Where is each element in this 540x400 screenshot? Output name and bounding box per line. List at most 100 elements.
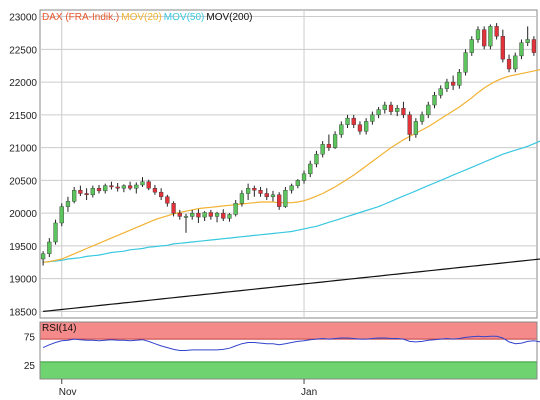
candle-up: [245, 188, 251, 194]
candle-up: [72, 190, 77, 202]
price-y-tick-label: 19000: [9, 275, 37, 286]
candle-down: [146, 181, 151, 189]
price-y-tick-label: 20500: [9, 176, 37, 187]
rsi-y-tick-label: 75: [24, 332, 36, 343]
candle-down: [401, 108, 406, 116]
candle-up: [419, 114, 425, 122]
candle-down: [506, 58, 512, 70]
price-y-tick-label: 22000: [9, 78, 37, 89]
candle-down: [159, 191, 164, 197]
candle-up: [121, 185, 126, 189]
candle-down: [196, 212, 201, 218]
candle-down: [407, 114, 412, 135]
candle-down: [177, 212, 182, 217]
price-plot-frame: [39, 9, 538, 319]
candle-down: [482, 29, 487, 47]
candle-up: [370, 114, 375, 122]
candle-up: [395, 108, 400, 112]
candle-down: [165, 196, 170, 204]
candle-down: [494, 26, 499, 37]
price-y-tick-label: 21000: [9, 144, 37, 155]
candle-up: [183, 216, 189, 218]
candle-down: [500, 36, 505, 60]
candle-up: [53, 222, 58, 243]
candle-up: [289, 185, 294, 191]
candle-up: [339, 124, 344, 135]
candle-up: [413, 121, 418, 135]
legend-entry: MOV(20): [121, 12, 162, 23]
candle-up: [270, 194, 276, 197]
candle-down: [127, 185, 133, 189]
candle-up: [227, 214, 232, 219]
price-y-tick-label: 19500: [9, 242, 37, 253]
rsi-overbought-band: [40, 322, 537, 340]
candle-up: [140, 181, 145, 186]
candle-up: [40, 253, 46, 260]
candle-up: [308, 163, 313, 175]
candle-up: [47, 241, 52, 254]
candle-down: [78, 190, 83, 194]
candle-down: [208, 212, 213, 217]
mov200-line: [43, 258, 540, 312]
legend-entry: DAX (FRA-Indik.): [42, 12, 119, 23]
candle-up: [233, 203, 238, 215]
candle-down: [109, 185, 114, 188]
candle-up: [65, 201, 71, 207]
candle-up: [426, 104, 431, 116]
candle-up: [513, 55, 518, 70]
candle-up: [444, 81, 450, 89]
candle-up: [239, 193, 245, 204]
candle-up: [103, 185, 108, 192]
legend-entry: MOV(200): [206, 12, 252, 23]
candle-up: [488, 26, 493, 47]
mov50-line: [43, 140, 540, 263]
candle-up: [469, 39, 474, 53]
candle-up: [301, 173, 307, 181]
candle-down: [84, 193, 89, 196]
candle-up: [214, 212, 220, 217]
candle-up: [134, 184, 139, 189]
rsi-oversold-band: [40, 361, 537, 379]
price-y-tick-label: 18500: [9, 307, 37, 318]
candle-up: [283, 190, 288, 207]
candle-down: [258, 190, 263, 194]
candle-up: [90, 188, 95, 196]
candle-up: [190, 212, 195, 217]
price-y-tick-label: 22500: [9, 45, 37, 56]
rsi-y-tick-label: 25: [24, 361, 36, 372]
candle-down: [221, 212, 226, 219]
candle-up: [332, 134, 338, 148]
candle-up: [438, 88, 443, 96]
x-tick-label: Nov: [59, 387, 77, 398]
candle-down: [264, 193, 269, 197]
candle-up: [345, 117, 350, 125]
candle-down: [531, 39, 537, 53]
candle-up: [475, 29, 481, 40]
candle-down: [252, 188, 257, 191]
candle-up: [202, 212, 207, 218]
price-y-tick-label: 23000: [9, 13, 37, 24]
price-y-tick-label: 20000: [9, 209, 37, 220]
candle-up: [525, 39, 530, 43]
candle-down: [96, 188, 102, 192]
candle-down: [171, 203, 176, 214]
rsi-line: [42, 335, 540, 351]
mov20-line: [43, 69, 540, 263]
candle-down: [152, 188, 158, 193]
candle-up: [314, 153, 319, 165]
candle-down: [357, 124, 363, 132]
candle-down: [351, 117, 356, 125]
legend-entry: MOV(50): [164, 12, 205, 23]
x-axis: NovJanFeb: [59, 379, 317, 398]
candle-up: [320, 144, 325, 155]
price-panel: 18500 19000 19500 20000 20500 21000 21500 22000…: [9, 9, 540, 319]
candle-up: [382, 104, 387, 110]
candle-up: [457, 72, 462, 86]
candle-up: [295, 180, 300, 186]
rsi-legend-label: RSI(14): [42, 323, 76, 334]
candle-down: [326, 144, 332, 148]
rsi-panel: 25 75 RSI(14): [24, 321, 540, 380]
price-y-tick-label: 21500: [9, 111, 37, 122]
candle-up: [519, 42, 524, 57]
